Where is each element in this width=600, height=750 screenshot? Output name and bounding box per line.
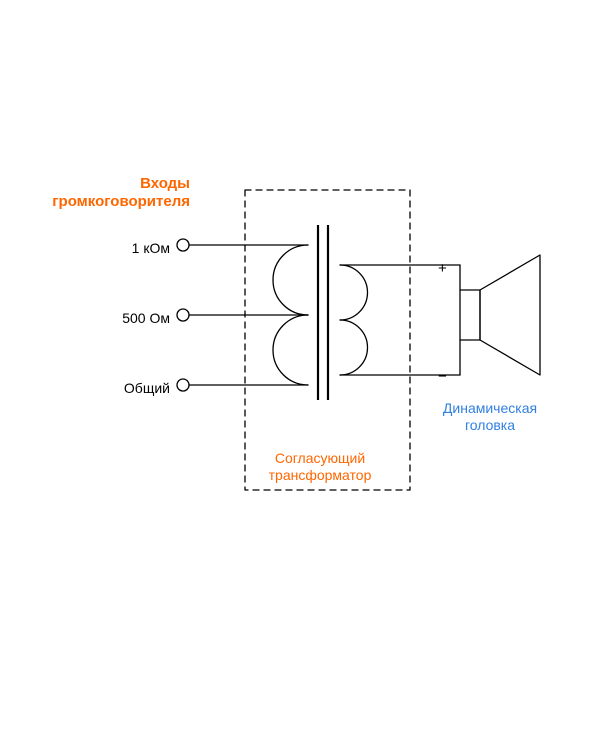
inputs-title-label: Входы громкоговорителя	[52, 175, 190, 211]
minus-label: −	[438, 368, 447, 386]
schematic-svg	[0, 0, 600, 750]
tap-500-label: 500 Ом	[122, 310, 170, 327]
diagram-canvas: Входы громкоговорителя 1 кОм 500 Ом Общи…	[0, 0, 600, 750]
transformer-label: Согласующий трансформатор	[269, 450, 372, 484]
tap-common-label: Общий	[124, 380, 170, 397]
plus-label: +	[438, 260, 447, 278]
tap-1k-label: 1 кОм	[132, 240, 170, 257]
speaker-head-label: Динамическая головка	[443, 400, 537, 434]
